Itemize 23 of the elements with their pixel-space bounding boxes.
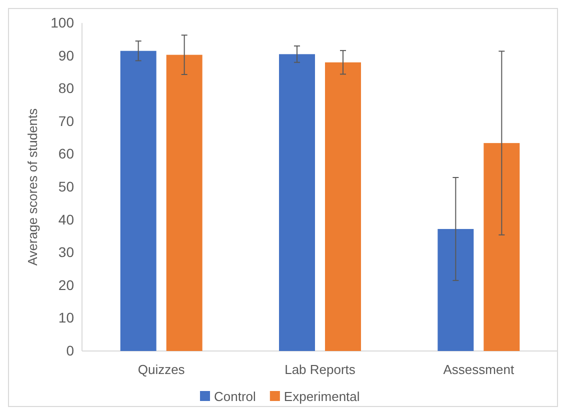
y-tick-label: 20: [58, 276, 74, 293]
y-tick-label: 50: [58, 178, 74, 194]
y-tick-label: 80: [58, 80, 74, 96]
x-tick-label: Assessment: [443, 362, 514, 378]
y-tick-label: 100: [50, 14, 74, 30]
y-tick-label: 0: [66, 342, 74, 358]
bar: [325, 62, 361, 351]
y-tick-label: 10: [58, 310, 74, 326]
y-axis-title: Average scores of students: [25, 108, 40, 266]
y-tick-label: 30: [58, 244, 74, 260]
bar: [166, 54, 202, 351]
bar: [120, 50, 156, 351]
y-tick-label: 40: [58, 211, 74, 228]
x-tick-label: Lab Reports: [284, 362, 356, 378]
y-tick-label: 70: [58, 112, 74, 129]
y-tick-label: 60: [58, 146, 74, 162]
bar: [484, 143, 520, 351]
legend-label: Experimental: [284, 389, 360, 404]
legend-label: Control: [214, 389, 256, 404]
bar: [438, 228, 474, 351]
y-tick-label: 90: [58, 47, 74, 64]
x-tick-label: Quizzes: [138, 362, 186, 378]
bar: [279, 54, 315, 351]
